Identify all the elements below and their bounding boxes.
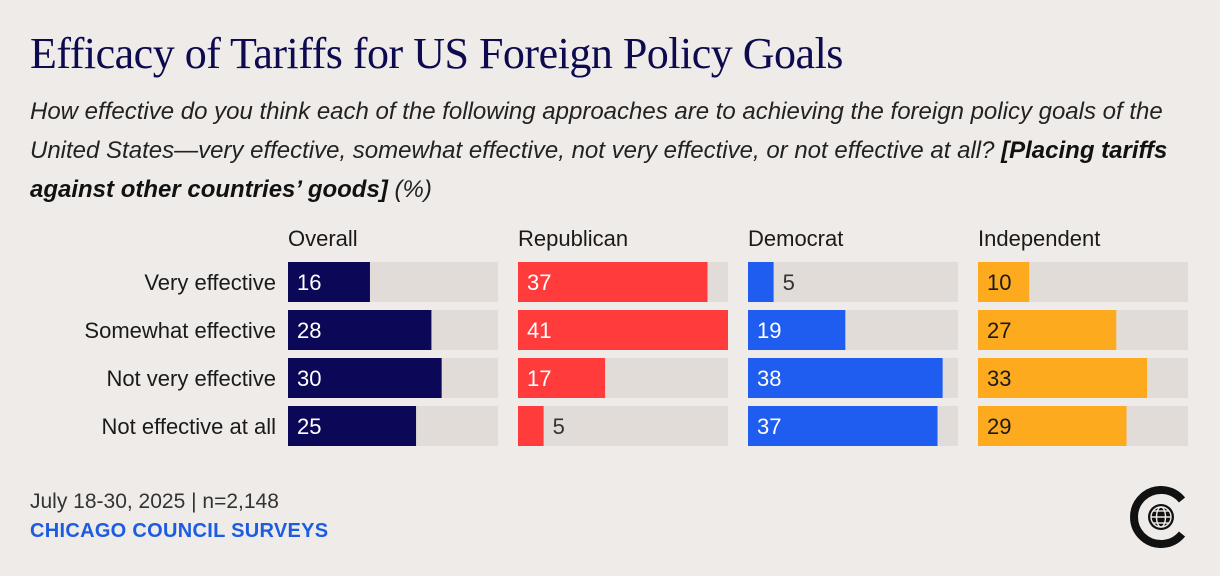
panel-header: Overall	[288, 226, 358, 251]
panel-header: Republican	[518, 226, 628, 251]
data-label: 10	[987, 270, 1011, 295]
bar	[518, 262, 708, 302]
data-label: 29	[987, 414, 1011, 439]
bar	[978, 262, 1030, 302]
subtitle-unit: (%)	[394, 176, 432, 203]
bar	[748, 358, 943, 398]
data-label: 17	[527, 366, 551, 391]
data-label: 5	[553, 414, 565, 439]
bar	[288, 358, 442, 398]
bar	[518, 310, 728, 350]
data-label: 16	[297, 270, 321, 295]
chart-title: Efficacy of Tariffs for US Foreign Polic…	[30, 29, 843, 78]
bar	[978, 406, 1127, 446]
data-label: 37	[527, 270, 551, 295]
bar	[748, 406, 938, 446]
subtitle-emphasis: [Placing tariffs against other countries…	[30, 137, 1168, 203]
bar	[288, 310, 432, 350]
bar	[748, 262, 774, 302]
bar	[518, 358, 606, 398]
category-label: Not effective at all	[102, 414, 276, 439]
chart-subtitle: How effective do you think each of the f…	[30, 92, 1200, 209]
data-label: 25	[297, 414, 321, 439]
bar-track	[518, 406, 728, 446]
data-label: 30	[297, 366, 321, 391]
panel-header: Independent	[978, 226, 1100, 251]
chicago-council-logo-icon	[1130, 486, 1186, 548]
bar	[978, 310, 1117, 350]
footer-brand: CHICAGO COUNCIL SURVEYS	[30, 520, 329, 542]
category-label: Very effective	[144, 270, 276, 295]
bar-track	[748, 262, 958, 302]
data-label: 19	[757, 318, 781, 343]
bar	[518, 406, 544, 446]
category-label: Not very effective	[106, 366, 276, 391]
bar	[978, 358, 1148, 398]
data-label: 33	[987, 366, 1011, 391]
data-label: 41	[527, 318, 551, 343]
bar	[748, 310, 846, 350]
data-label: 38	[757, 366, 781, 391]
data-label: 37	[757, 414, 781, 439]
data-label: 5	[783, 270, 795, 295]
category-label: Somewhat effective	[84, 318, 276, 343]
bar	[288, 406, 417, 446]
data-label: 27	[987, 318, 1011, 343]
panel-header: Democrat	[748, 226, 843, 251]
data-label: 28	[297, 318, 321, 343]
footer-date: July 18-30, 2025 | n=2,148	[30, 490, 279, 513]
bar	[288, 262, 370, 302]
subtitle-question: How effective do you think each of the f…	[30, 98, 1163, 164]
